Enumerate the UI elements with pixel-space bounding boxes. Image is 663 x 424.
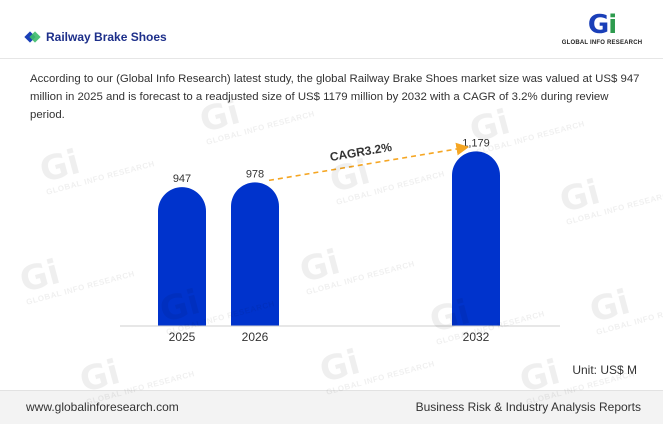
report-title: Railway Brake Shoes bbox=[46, 30, 167, 44]
company-logo: Gi GLOBAL INFO RESEARCH bbox=[560, 12, 644, 54]
report-title-group: Railway Brake Shoes bbox=[24, 30, 167, 44]
value-label-2026: 978 bbox=[246, 168, 264, 180]
logo-mark: Gi bbox=[587, 10, 617, 40]
diamond-icon bbox=[24, 31, 41, 43]
header: Railway Brake Shoes Gi GLOBAL INFO RESEA… bbox=[0, 0, 663, 62]
category-label-2026: 2026 bbox=[242, 330, 269, 344]
category-label-2032: 2032 bbox=[463, 330, 490, 344]
market-description: According to our (Global Info Research) … bbox=[30, 73, 640, 121]
unit-label: Unit: US$ M bbox=[572, 363, 637, 377]
cagr-annotation: CAGR3.2% bbox=[329, 140, 393, 164]
footer-website: www.globalinforesearch.com bbox=[26, 400, 179, 414]
bar-2025 bbox=[158, 187, 206, 326]
category-label-2025: 2025 bbox=[169, 330, 196, 344]
bar-chart: 947 2025 978 2026 1,179 2032 CAGR3.2% bbox=[120, 137, 560, 344]
value-label-2025: 947 bbox=[173, 173, 191, 185]
header-divider bbox=[0, 58, 663, 59]
logo-text: GLOBAL INFO RESEARCH bbox=[561, 40, 643, 46]
footer bbox=[0, 390, 663, 424]
value-label-2032: 1,179 bbox=[462, 137, 490, 149]
bar-2032 bbox=[452, 151, 500, 326]
cagr-arrow bbox=[268, 142, 470, 182]
footer-tagline: Business Risk & Industry Analysis Report… bbox=[415, 400, 641, 414]
bar-2026 bbox=[231, 182, 279, 326]
